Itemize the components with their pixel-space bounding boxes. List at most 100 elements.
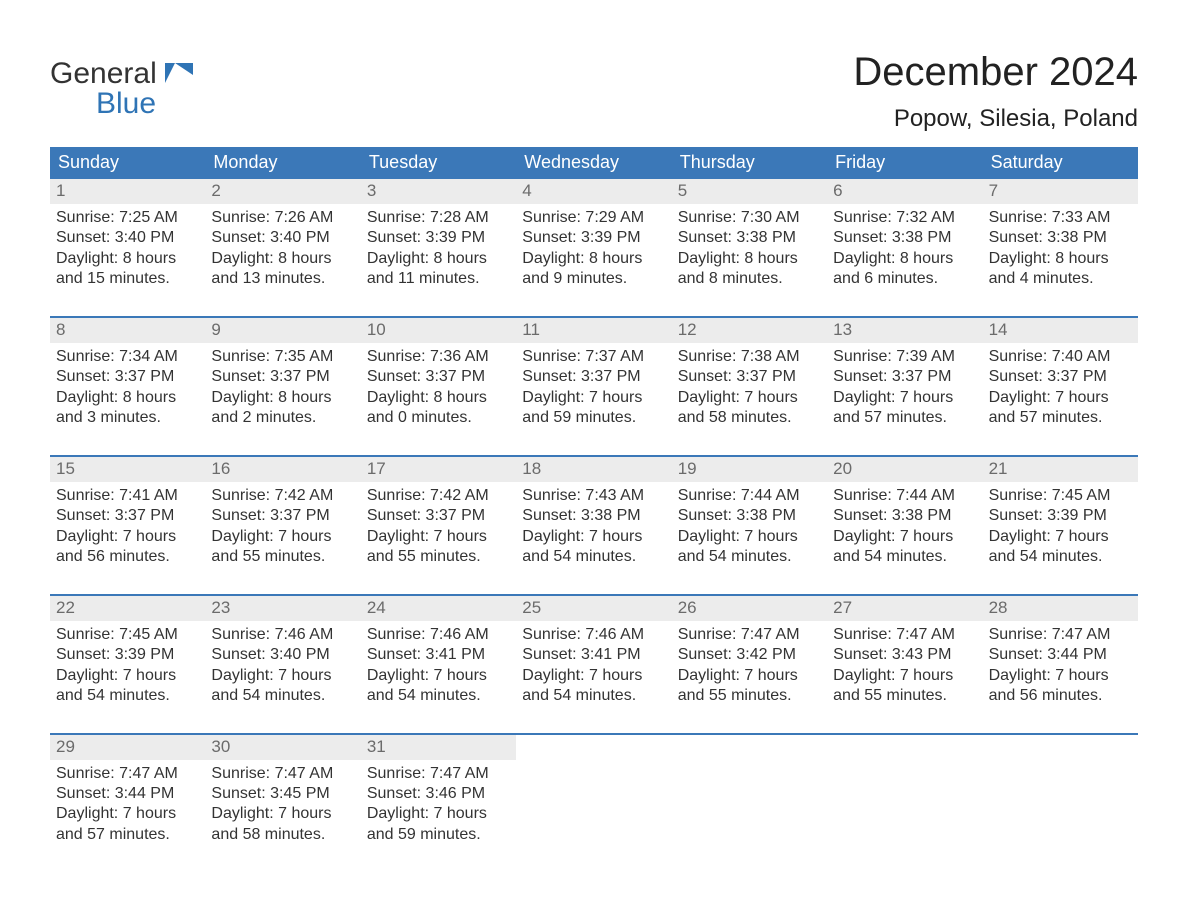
day-daylight1: Daylight: 7 hours xyxy=(989,527,1132,547)
page: General Blue December 2024 Popow, Silesi… xyxy=(0,0,1188,918)
day-daylight2: and 58 minutes. xyxy=(211,825,354,845)
day-number: 2 xyxy=(205,179,360,204)
day-daylight1: Daylight: 7 hours xyxy=(833,666,976,686)
day-number: 23 xyxy=(205,596,360,621)
day-number xyxy=(516,735,671,760)
day-cell: 21Sunrise: 7:45 AMSunset: 3:39 PMDayligh… xyxy=(983,457,1138,568)
day-daylight1: Daylight: 8 hours xyxy=(678,249,821,269)
day-sunset: Sunset: 3:38 PM xyxy=(678,228,821,248)
day-daylight1: Daylight: 7 hours xyxy=(522,527,665,547)
day-number xyxy=(672,735,827,760)
day-body: Sunrise: 7:47 AMSunset: 3:43 PMDaylight:… xyxy=(827,621,982,707)
day-number: 18 xyxy=(516,457,671,482)
day-sunrise: Sunrise: 7:34 AM xyxy=(56,347,199,367)
day-sunset: Sunset: 3:43 PM xyxy=(833,645,976,665)
day-sunrise: Sunrise: 7:40 AM xyxy=(989,347,1132,367)
day-sunrise: Sunrise: 7:44 AM xyxy=(678,486,821,506)
day-number: 17 xyxy=(361,457,516,482)
day-cell: 16Sunrise: 7:42 AMSunset: 3:37 PMDayligh… xyxy=(205,457,360,568)
day-daylight1: Daylight: 7 hours xyxy=(367,666,510,686)
day-daylight2: and 57 minutes. xyxy=(989,408,1132,428)
day-number: 3 xyxy=(361,179,516,204)
day-body: Sunrise: 7:45 AMSunset: 3:39 PMDaylight:… xyxy=(50,621,205,707)
day-cell xyxy=(983,735,1138,846)
day-daylight1: Daylight: 7 hours xyxy=(56,666,199,686)
logo: General Blue xyxy=(50,50,193,119)
day-sunset: Sunset: 3:37 PM xyxy=(989,367,1132,387)
day-daylight2: and 3 minutes. xyxy=(56,408,199,428)
day-cell: 28Sunrise: 7:47 AMSunset: 3:44 PMDayligh… xyxy=(983,596,1138,707)
day-sunset: Sunset: 3:44 PM xyxy=(989,645,1132,665)
day-daylight2: and 59 minutes. xyxy=(522,408,665,428)
day-sunset: Sunset: 3:37 PM xyxy=(833,367,976,387)
day-daylight1: Daylight: 8 hours xyxy=(833,249,976,269)
day-sunset: Sunset: 3:37 PM xyxy=(56,506,199,526)
day-daylight2: and 55 minutes. xyxy=(833,686,976,706)
day-body: Sunrise: 7:25 AMSunset: 3:40 PMDaylight:… xyxy=(50,204,205,290)
day-number: 28 xyxy=(983,596,1138,621)
day-daylight2: and 57 minutes. xyxy=(833,408,976,428)
day-sunrise: Sunrise: 7:30 AM xyxy=(678,208,821,228)
day-daylight2: and 54 minutes. xyxy=(833,547,976,567)
day-number: 1 xyxy=(50,179,205,204)
day-cell: 14Sunrise: 7:40 AMSunset: 3:37 PMDayligh… xyxy=(983,318,1138,429)
day-daylight2: and 55 minutes. xyxy=(678,686,821,706)
day-cell: 9Sunrise: 7:35 AMSunset: 3:37 PMDaylight… xyxy=(205,318,360,429)
day-sunset: Sunset: 3:41 PM xyxy=(367,645,510,665)
title-block: December 2024 Popow, Silesia, Poland xyxy=(853,50,1138,133)
day-body: Sunrise: 7:39 AMSunset: 3:37 PMDaylight:… xyxy=(827,343,982,429)
day-daylight2: and 54 minutes. xyxy=(56,686,199,706)
day-sunrise: Sunrise: 7:25 AM xyxy=(56,208,199,228)
day-daylight2: and 54 minutes. xyxy=(522,686,665,706)
day-sunset: Sunset: 3:39 PM xyxy=(989,506,1132,526)
day-sunset: Sunset: 3:40 PM xyxy=(211,228,354,248)
day-cell: 8Sunrise: 7:34 AMSunset: 3:37 PMDaylight… xyxy=(50,318,205,429)
day-sunset: Sunset: 3:40 PM xyxy=(211,645,354,665)
day-sunrise: Sunrise: 7:46 AM xyxy=(522,625,665,645)
day-sunrise: Sunrise: 7:26 AM xyxy=(211,208,354,228)
day-sunset: Sunset: 3:38 PM xyxy=(989,228,1132,248)
day-sunset: Sunset: 3:39 PM xyxy=(522,228,665,248)
day-number: 7 xyxy=(983,179,1138,204)
day-sunset: Sunset: 3:38 PM xyxy=(678,506,821,526)
day-number xyxy=(983,735,1138,760)
day-daylight2: and 54 minutes. xyxy=(522,547,665,567)
day-sunrise: Sunrise: 7:36 AM xyxy=(367,347,510,367)
day-number: 9 xyxy=(205,318,360,343)
day-sunrise: Sunrise: 7:46 AM xyxy=(211,625,354,645)
day-number: 21 xyxy=(983,457,1138,482)
day-sunrise: Sunrise: 7:47 AM xyxy=(678,625,821,645)
day-sunrise: Sunrise: 7:44 AM xyxy=(833,486,976,506)
day-body: Sunrise: 7:47 AMSunset: 3:46 PMDaylight:… xyxy=(361,760,516,846)
day-sunrise: Sunrise: 7:28 AM xyxy=(367,208,510,228)
day-daylight1: Daylight: 7 hours xyxy=(678,666,821,686)
day-number: 10 xyxy=(361,318,516,343)
day-body: Sunrise: 7:35 AMSunset: 3:37 PMDaylight:… xyxy=(205,343,360,429)
day-number: 11 xyxy=(516,318,671,343)
day-sunrise: Sunrise: 7:39 AM xyxy=(833,347,976,367)
day-daylight1: Daylight: 7 hours xyxy=(56,527,199,547)
day-sunset: Sunset: 3:38 PM xyxy=(833,228,976,248)
week-row: 15Sunrise: 7:41 AMSunset: 3:37 PMDayligh… xyxy=(50,455,1138,568)
day-daylight2: and 58 minutes. xyxy=(678,408,821,428)
day-daylight1: Daylight: 7 hours xyxy=(522,666,665,686)
day-body: Sunrise: 7:37 AMSunset: 3:37 PMDaylight:… xyxy=(516,343,671,429)
day-daylight2: and 55 minutes. xyxy=(211,547,354,567)
weekday-tuesday: Tuesday xyxy=(361,147,516,179)
day-body: Sunrise: 7:36 AMSunset: 3:37 PMDaylight:… xyxy=(361,343,516,429)
day-body: Sunrise: 7:41 AMSunset: 3:37 PMDaylight:… xyxy=(50,482,205,568)
day-daylight1: Daylight: 8 hours xyxy=(522,249,665,269)
logo-line2: Blue xyxy=(50,88,193,120)
day-body: Sunrise: 7:47 AMSunset: 3:44 PMDaylight:… xyxy=(983,621,1138,707)
day-daylight2: and 8 minutes. xyxy=(678,269,821,289)
day-sunset: Sunset: 3:37 PM xyxy=(56,367,199,387)
day-cell: 22Sunrise: 7:45 AMSunset: 3:39 PMDayligh… xyxy=(50,596,205,707)
day-body: Sunrise: 7:47 AMSunset: 3:44 PMDaylight:… xyxy=(50,760,205,846)
day-sunrise: Sunrise: 7:38 AM xyxy=(678,347,821,367)
day-number: 13 xyxy=(827,318,982,343)
day-daylight2: and 2 minutes. xyxy=(211,408,354,428)
day-body: Sunrise: 7:28 AMSunset: 3:39 PMDaylight:… xyxy=(361,204,516,290)
week-row: 8Sunrise: 7:34 AMSunset: 3:37 PMDaylight… xyxy=(50,316,1138,429)
day-daylight1: Daylight: 7 hours xyxy=(367,527,510,547)
day-daylight1: Daylight: 8 hours xyxy=(367,249,510,269)
